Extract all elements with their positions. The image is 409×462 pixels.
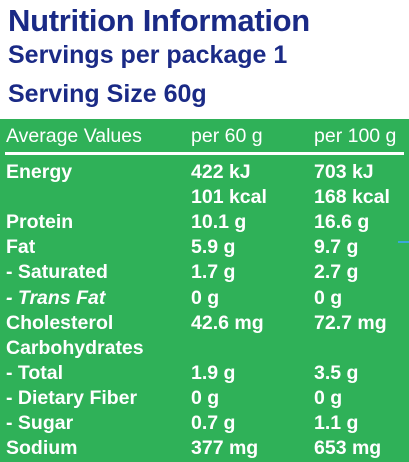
row-value-per-100g: 1.1 g — [314, 412, 359, 434]
row-value-per-100g: 703 kJ — [314, 161, 374, 183]
row-label: - Trans Fat — [6, 286, 106, 309]
row-label: - Saturated — [6, 261, 108, 284]
row-value-per-100g: 2.7 g — [314, 261, 359, 284]
row-value-per-60g: 1.9 g — [191, 361, 236, 384]
row-value-per-100g: 0 g — [314, 286, 343, 309]
row-label: Fat — [6, 236, 36, 259]
row-label: Protein — [6, 211, 74, 234]
row-value-per-60g: 0.7 g — [191, 412, 236, 434]
row-label: Energy — [6, 161, 73, 183]
row-label: Sodium — [6, 437, 78, 460]
row-label: Cholesterol — [6, 311, 114, 334]
column-header-per-100g: per 100 g — [314, 125, 397, 147]
row-value-per-100g: 16.6 g — [314, 211, 370, 234]
row-value-per-60g: 5.9 g — [191, 236, 236, 259]
row-value-per-60g: 422 kJ — [191, 161, 251, 183]
row-value-per-100g: 0 g — [314, 386, 343, 409]
header-divider — [5, 152, 404, 155]
row-value-per-100g: 168 kcal — [314, 186, 390, 209]
serving-size: Serving Size 60g — [8, 80, 207, 108]
table-header-row: Average Values per 60 g per 100 g — [0, 119, 409, 153]
nutrition-table: Average Values per 60 g per 100 g Energy… — [0, 119, 409, 462]
row-label: - Total — [6, 361, 64, 384]
column-header-per-60g: per 60 g — [191, 125, 263, 147]
servings-per-package: Servings per package 1 — [8, 41, 288, 69]
row-label: - Dietary Fiber — [6, 386, 138, 409]
row-value-per-100g: 9.7 g — [314, 236, 359, 259]
page-title: Nutrition Information — [8, 3, 310, 38]
row-value-per-100g: 3.5 g — [314, 361, 359, 384]
row-value-per-60g: 0 g — [191, 386, 220, 409]
row-value-per-60g: 101 kcal — [191, 186, 267, 209]
row-value-per-60g: 0 g — [191, 286, 220, 309]
row-label: Carbohydrates — [6, 336, 144, 359]
row-value-per-60g: 10.1 g — [191, 211, 247, 234]
row-value-per-100g: 72.7 mg — [314, 311, 387, 334]
edge-marker — [398, 241, 409, 243]
row-value-per-60g: 42.6 mg — [191, 311, 264, 334]
row-label: - Sugar — [6, 412, 74, 434]
row-value-per-60g: 377 mg — [191, 437, 259, 460]
row-value-per-60g: 1.7 g — [191, 261, 236, 284]
row-value-per-100g: 653 mg — [314, 437, 382, 460]
column-header-average-values: Average Values — [6, 125, 142, 147]
